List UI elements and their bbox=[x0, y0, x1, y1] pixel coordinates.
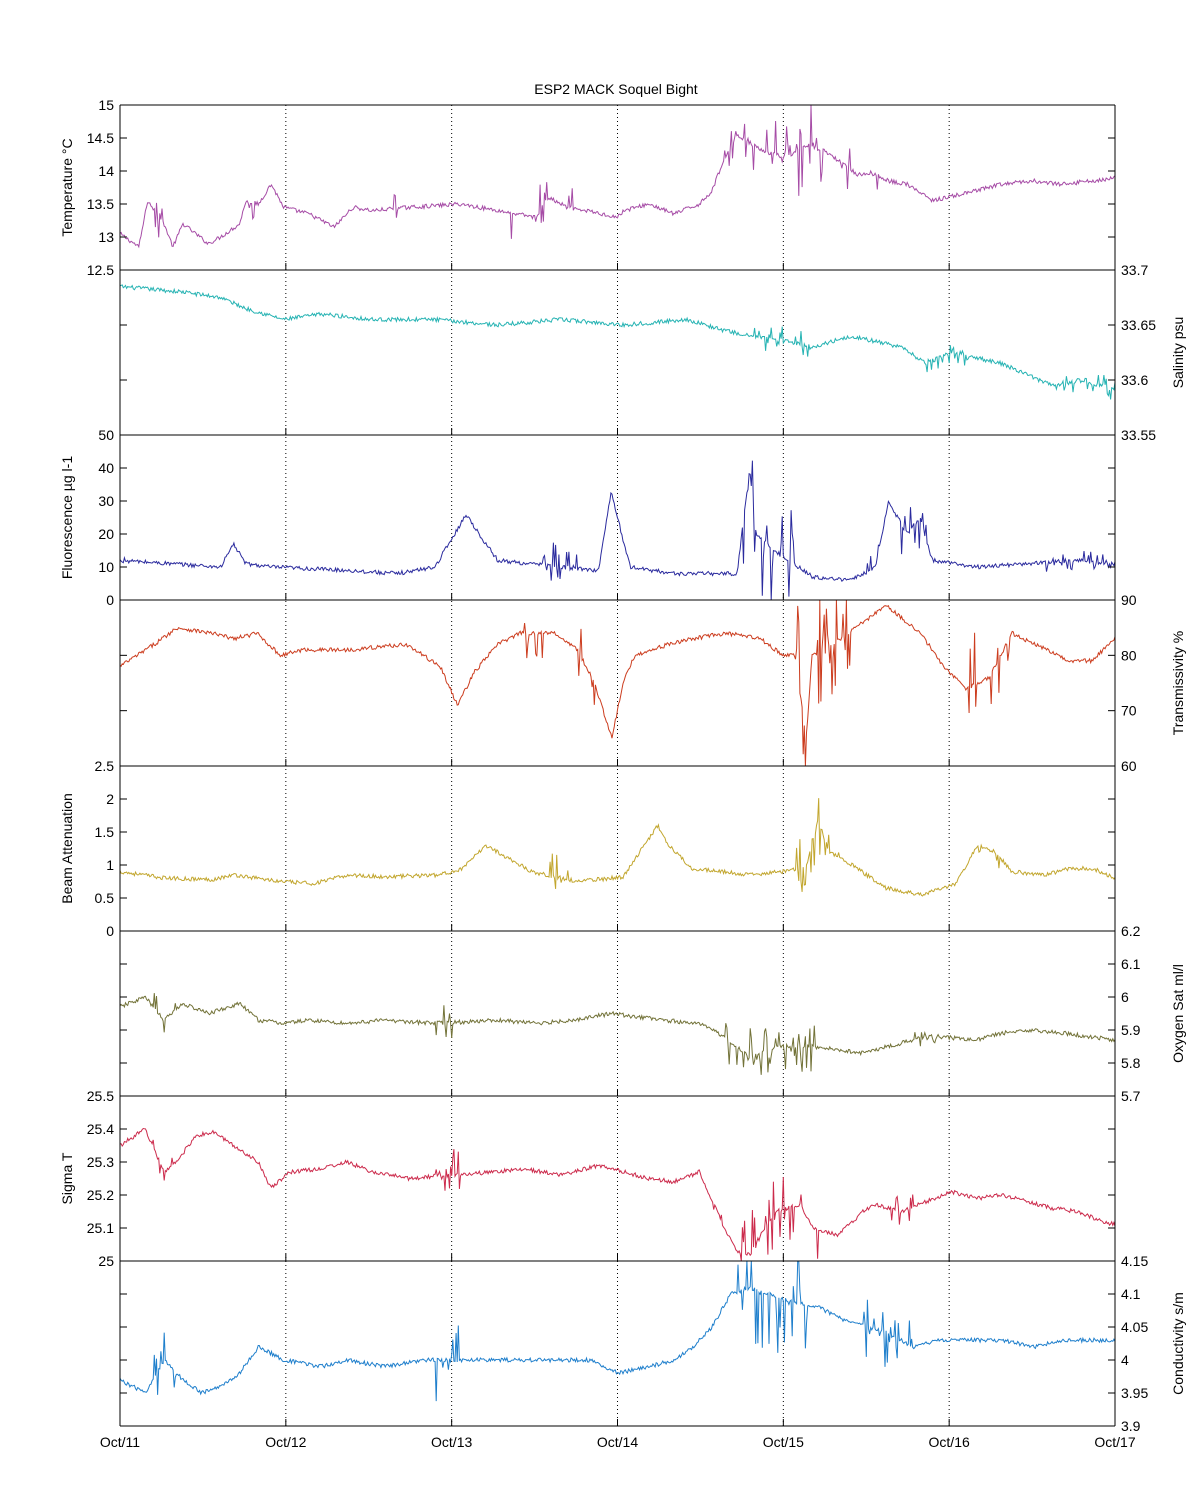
y-tick-label: 50 bbox=[98, 427, 114, 443]
series-line-fluorescence bbox=[119, 460, 1116, 601]
y-tick-label: 33.7 bbox=[1121, 262, 1148, 278]
y-tick-label: 4.05 bbox=[1121, 1319, 1148, 1335]
y-tick-label: 13.5 bbox=[87, 196, 114, 212]
series-line-salinity bbox=[119, 284, 1116, 400]
y-tick-label: 40 bbox=[98, 460, 114, 476]
y-tick-label: 3.95 bbox=[1121, 1385, 1148, 1401]
y-tick-label: 5.7 bbox=[1121, 1088, 1141, 1104]
y-tick-label: 80 bbox=[1121, 647, 1137, 663]
x-tick-label: Oct/12 bbox=[265, 1434, 306, 1450]
series-line-conductivity bbox=[119, 1260, 1116, 1402]
y-tick-label: 4.15 bbox=[1121, 1253, 1148, 1269]
y-tick-label: 33.65 bbox=[1121, 317, 1156, 333]
y-tick-label: 33.55 bbox=[1121, 427, 1156, 443]
y-tick-label: 6 bbox=[1121, 989, 1129, 1005]
y-tick-label: 13 bbox=[98, 229, 114, 245]
panel-beam_attenuation: 0 0.5 1 1.5 2 2.5 Beam Attenuation bbox=[59, 758, 1116, 939]
series-line-beam_attenuation bbox=[119, 798, 1116, 897]
y-tick-label: 3.9 bbox=[1121, 1418, 1141, 1434]
y-tick-label: 14.5 bbox=[87, 130, 114, 146]
y-tick-label: 25.3 bbox=[87, 1154, 114, 1170]
series-line-sigma_t bbox=[119, 1127, 1116, 1262]
y-tick-label: 90 bbox=[1121, 592, 1137, 608]
y-axis-label-sigma_t: Sigma T bbox=[59, 1152, 75, 1204]
y-axis-label-oxygen: Oxygen Sat ml/l bbox=[1170, 964, 1186, 1063]
y-tick-label: 4.1 bbox=[1121, 1286, 1141, 1302]
panel-transmissivity: 60 70 80 90 Transmissivity % bbox=[119, 592, 1186, 774]
y-tick-label: 15 bbox=[98, 97, 114, 113]
y-axis-label-temperature: Temperature °C bbox=[59, 138, 75, 236]
y-tick-label: 20 bbox=[98, 526, 114, 542]
y-tick-label: 12.5 bbox=[87, 262, 114, 278]
y-tick-label: 1 bbox=[106, 857, 114, 873]
y-tick-label: 70 bbox=[1121, 703, 1137, 719]
x-tick-label: Oct/17 bbox=[1094, 1434, 1135, 1450]
y-tick-label: 2 bbox=[106, 791, 114, 807]
y-tick-label: 0 bbox=[106, 923, 114, 939]
y-tick-label: 25.4 bbox=[87, 1121, 114, 1137]
y-tick-label: 1.5 bbox=[95, 824, 115, 840]
x-tick-label: Oct/13 bbox=[431, 1434, 472, 1450]
y-tick-label: 2.5 bbox=[95, 758, 115, 774]
y-tick-label: 4 bbox=[1121, 1352, 1129, 1368]
y-tick-label: 25.2 bbox=[87, 1187, 114, 1203]
x-tick-label: Oct/11 bbox=[100, 1434, 140, 1450]
panel-oxygen: 5.7 5.8 5.9 6 6.1 6.2 Oxygen Sat ml/l bbox=[119, 923, 1186, 1104]
y-tick-label: 25 bbox=[98, 1253, 114, 1269]
y-tick-label: 60 bbox=[1121, 758, 1137, 774]
y-axis-label-salinity: Salinity psu bbox=[1170, 317, 1186, 389]
y-tick-label: 5.9 bbox=[1121, 1022, 1141, 1038]
series-line-temperature bbox=[119, 105, 1116, 249]
y-tick-label: 10 bbox=[98, 559, 114, 575]
y-axis-label-transmissivity: Transmissivity % bbox=[1170, 631, 1186, 736]
x-tick-label: Oct/16 bbox=[929, 1434, 970, 1450]
y-tick-label: 0 bbox=[106, 592, 114, 608]
y-axis-label-fluorescence: Fluorescence µg l-1 bbox=[59, 456, 75, 579]
series-line-transmissivity bbox=[119, 599, 1116, 767]
y-tick-label: 30 bbox=[98, 493, 114, 509]
y-tick-label: 6.1 bbox=[1121, 956, 1141, 972]
series-line-oxygen bbox=[119, 993, 1116, 1075]
x-axis-tick-labels: Oct/11 Oct/12 Oct/13 Oct/14 Oct/15 Oct/16 Oct/… bbox=[100, 1434, 1136, 1450]
y-tick-label: 6.2 bbox=[1121, 923, 1141, 939]
y-tick-label: 33.6 bbox=[1121, 372, 1148, 388]
y-tick-label: 5.8 bbox=[1121, 1055, 1141, 1071]
panel-temperature: 12.5 13 13.5 14 14.5 15 Temperature °C bbox=[59, 97, 1116, 278]
panel-sigma_t: 25 25.1 25.2 25.3 25.4 25.5 Sigma T bbox=[59, 1088, 1116, 1269]
panel-fluorescence: 0 10 20 30 40 50 Fluorescence µg l-1 bbox=[59, 427, 1116, 608]
y-tick-label: 14 bbox=[98, 163, 114, 179]
panel-conductivity: 3.9 3.95 4 4.05 4.1 4.15 Conductivity s/m bbox=[119, 1253, 1186, 1434]
y-tick-label: 0.5 bbox=[95, 890, 115, 906]
y-axis-label-beam_attenuation: Beam Attenuation bbox=[59, 793, 75, 904]
y-tick-label: 25.5 bbox=[87, 1088, 114, 1104]
chart-title: ESP2 MACK Soquel Bight bbox=[534, 81, 698, 97]
y-tick-label: 25.1 bbox=[87, 1220, 114, 1236]
y-axis-label-conductivity: Conductivity s/m bbox=[1170, 1292, 1186, 1395]
panel-salinity: 33.55 33.6 33.65 33.7 Salinity psu bbox=[119, 262, 1186, 443]
x-tick-label: Oct/14 bbox=[597, 1434, 638, 1450]
x-tick-label: Oct/15 bbox=[763, 1434, 804, 1450]
